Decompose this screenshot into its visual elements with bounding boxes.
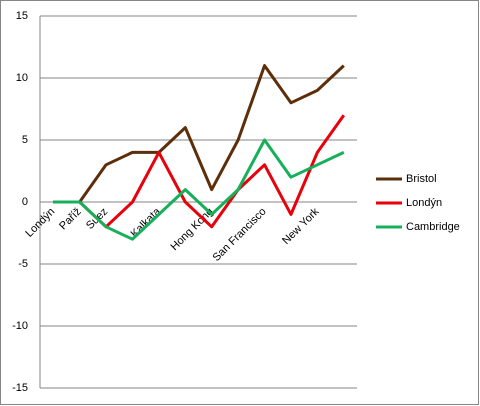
series-line bbox=[53, 138, 345, 241]
series-line bbox=[53, 64, 345, 204]
legend-label: Cambridge bbox=[406, 221, 460, 233]
y-tick-label: -15 bbox=[12, 382, 28, 394]
y-tick-label: 15 bbox=[16, 10, 28, 22]
y-tick-label: 5 bbox=[22, 134, 28, 146]
y-tick-label: 0 bbox=[22, 196, 28, 208]
legend-label: Londýn bbox=[406, 197, 442, 209]
y-tick-label: -10 bbox=[12, 320, 28, 332]
y-tick-label: 10 bbox=[16, 72, 28, 84]
y-tick-label: -5 bbox=[18, 258, 28, 270]
legend-label: Bristol bbox=[406, 173, 437, 185]
